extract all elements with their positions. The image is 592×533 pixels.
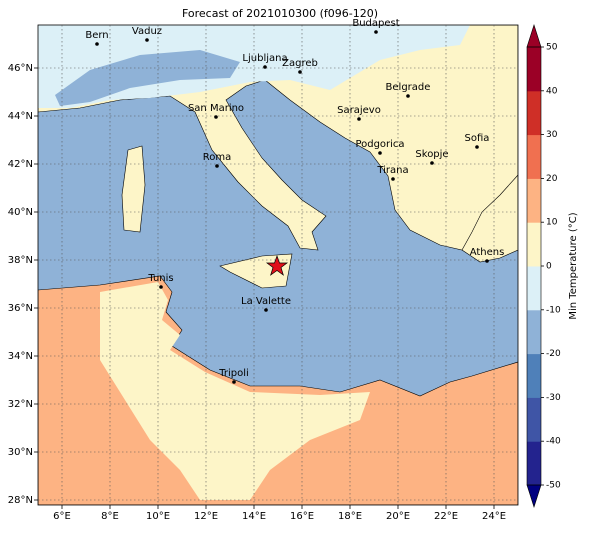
colorbar-tick-label: -40 — [546, 437, 561, 447]
lon-tick-label: 20°E — [386, 511, 410, 522]
city-label: Tripoli — [218, 368, 249, 379]
city-label: Ljubljana — [242, 53, 287, 64]
city-dot — [263, 65, 267, 69]
colorbar-segment — [527, 441, 541, 486]
city-label: Bern — [85, 30, 108, 41]
colorbar-tick-label: -20 — [546, 349, 561, 359]
colorbar-segment — [527, 353, 541, 398]
city-dot — [232, 380, 236, 384]
lat-tick-label: 46°N — [8, 63, 33, 74]
colorbar-segment — [527, 266, 541, 311]
lat-tick-label: 30°N — [8, 447, 33, 458]
city-dot — [485, 259, 489, 263]
lat-tick-label: 32°N — [8, 399, 33, 410]
city-label: Zagreb — [282, 58, 318, 69]
city-label: Sofia — [465, 133, 490, 144]
city-dot — [145, 38, 149, 42]
lat-tick-label: 42°N — [8, 159, 33, 170]
colorbar-tick-label: 20 — [546, 174, 558, 184]
city-dot — [215, 164, 219, 168]
lon-tick-label: 18°E — [338, 511, 362, 522]
lat-tick-label: 38°N — [8, 255, 33, 266]
lat-tick-label: 34°N — [8, 351, 33, 362]
colorbar-segment — [527, 397, 541, 442]
city-label: Tirana — [376, 165, 408, 176]
colorbar-label: Min Temperature (°C) — [568, 212, 579, 319]
sardinia — [121, 145, 146, 233]
city-label: Athens — [470, 247, 505, 258]
colorbar-tick-label: -10 — [546, 305, 561, 315]
city-label: Sarajevo — [337, 105, 381, 116]
lon-tick-label: 22°E — [434, 511, 458, 522]
colorbar-segment — [527, 134, 541, 179]
lon-tick-label: 14°E — [242, 511, 266, 522]
colorbar-tick-label: 50 — [546, 43, 558, 53]
city-dot — [374, 30, 378, 34]
lat-tick-label: 28°N — [8, 495, 33, 506]
city-label: Budapest — [352, 18, 399, 29]
lat-tick-label: 36°N — [8, 303, 33, 314]
city-label: La Valette — [241, 296, 291, 307]
lat-tick-label: 44°N — [8, 111, 33, 122]
colorbar-tick-label: -30 — [546, 393, 561, 403]
colorbar-segment — [527, 309, 541, 355]
city-label: Skopje — [415, 149, 448, 160]
city-dot — [406, 94, 410, 98]
colorbar-arrow-top — [526, 24, 542, 48]
lon-tick-label: 12°E — [194, 511, 218, 522]
city-dot — [298, 70, 302, 74]
map-title: Forecast of 2021010300 (f096-120) — [182, 7, 378, 20]
city-dot — [378, 151, 382, 155]
colorbar-segment — [527, 47, 541, 92]
city-label: Tunis — [147, 273, 173, 284]
alpine-cold — [55, 50, 240, 106]
city-dot — [391, 177, 395, 181]
city-label: San Marino — [188, 103, 244, 114]
city-label: Podgorica — [355, 139, 404, 150]
city-label: Vaduz — [132, 26, 162, 37]
city-dot — [357, 117, 361, 121]
lat-tick-label: 40°N — [8, 207, 33, 218]
city-dot — [264, 308, 268, 312]
warm-patch — [100, 282, 370, 500]
map-frame — [37, 24, 519, 506]
city-label: Belgrade — [386, 82, 431, 93]
colorbar-tick-label: 30 — [546, 130, 558, 140]
colorbar-segment — [527, 222, 541, 267]
sicily — [219, 253, 293, 289]
colorbar-tick-label: 0 — [546, 262, 552, 272]
city-dot — [95, 42, 99, 46]
city-dot — [430, 161, 434, 165]
city-label: Roma — [203, 152, 232, 163]
city-dot — [214, 115, 218, 119]
city-dot — [159, 285, 163, 289]
colorbar-segment — [527, 178, 541, 223]
lon-tick-label: 6°E — [53, 511, 71, 522]
lon-tick-label: 24°E — [482, 511, 506, 522]
star-marker — [265, 254, 289, 276]
lon-tick-label: 16°E — [290, 511, 314, 522]
colorbar-tick-label: 40 — [546, 86, 558, 96]
lon-tick-label: 8°E — [101, 511, 119, 522]
colorbar-tick-label: 10 — [546, 218, 558, 228]
colorbar-arrow-bottom — [526, 484, 542, 508]
colorbar-tick-label: -50 — [546, 481, 561, 491]
colorbar-segment — [527, 90, 541, 136]
lon-tick-label: 10°E — [146, 511, 170, 522]
city-dot — [475, 145, 479, 149]
